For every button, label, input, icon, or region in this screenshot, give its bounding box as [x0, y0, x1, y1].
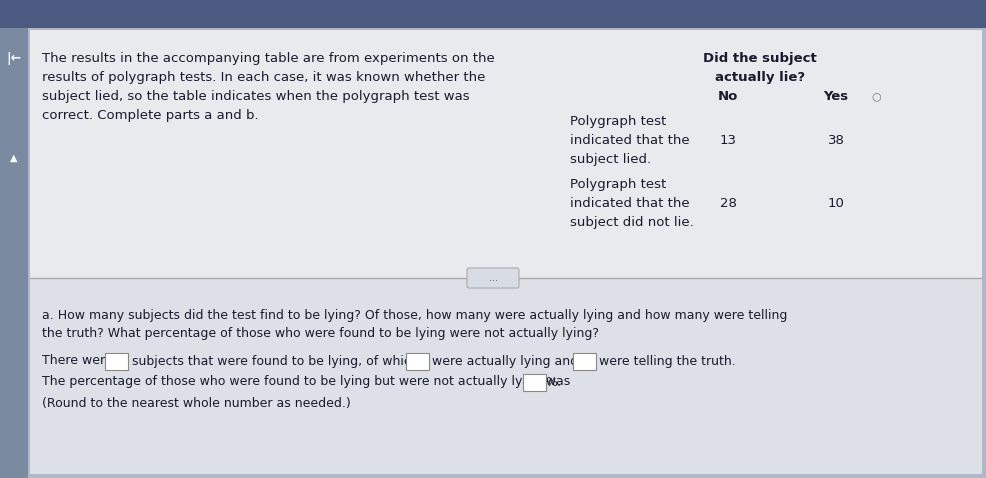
Text: Did the subject: Did the subject — [703, 52, 816, 65]
Text: results of polygraph tests. In each case, it was known whether the: results of polygraph tests. In each case… — [42, 70, 485, 84]
Text: were telling the truth.: were telling the truth. — [596, 355, 736, 368]
Text: (Round to the nearest whole number as needed.): (Round to the nearest whole number as ne… — [42, 396, 351, 410]
Text: indicated that the: indicated that the — [570, 196, 689, 209]
Text: The percentage of those who were found to be lying but were not actually lying w: The percentage of those who were found t… — [42, 376, 574, 389]
Text: The results in the accompanying table are from experiments on the: The results in the accompanying table ar… — [42, 52, 495, 65]
Text: Yes: Yes — [823, 89, 849, 102]
Text: correct. Complete parts a and b.: correct. Complete parts a and b. — [42, 109, 258, 121]
Bar — [0, 0, 986, 28]
FancyBboxPatch shape — [573, 352, 596, 369]
Text: 13: 13 — [720, 133, 737, 146]
Bar — [30, 279, 982, 474]
Text: subject lied, so the table indicates when the polygraph test was: subject lied, so the table indicates whe… — [42, 89, 469, 102]
Text: subject did not lie.: subject did not lie. — [570, 216, 694, 228]
Text: a. How many subjects did the test find to be lying? Of those, how many were actu: a. How many subjects did the test find t… — [42, 309, 788, 323]
Bar — [30, 30, 982, 278]
Text: Polygraph test: Polygraph test — [570, 115, 667, 128]
Text: There were: There were — [42, 355, 116, 368]
Text: |←: |← — [7, 52, 22, 65]
Text: 10: 10 — [827, 196, 844, 209]
Text: actually lie?: actually lie? — [715, 70, 805, 84]
Text: No: No — [718, 89, 739, 102]
Text: 38: 38 — [827, 133, 844, 146]
Text: indicated that the: indicated that the — [570, 133, 689, 146]
Text: 28: 28 — [720, 196, 737, 209]
Text: subjects that were found to be lying, of which: subjects that were found to be lying, of… — [128, 355, 423, 368]
FancyBboxPatch shape — [467, 268, 519, 288]
FancyBboxPatch shape — [523, 373, 546, 391]
Text: ...: ... — [488, 273, 498, 283]
Bar — [0, 28, 28, 478]
FancyBboxPatch shape — [405, 352, 429, 369]
Text: Polygraph test: Polygraph test — [570, 177, 667, 191]
Text: were actually lying and: were actually lying and — [428, 355, 583, 368]
FancyBboxPatch shape — [106, 352, 128, 369]
Text: ▲: ▲ — [10, 153, 18, 163]
Text: %.: %. — [545, 376, 561, 389]
Text: subject lied.: subject lied. — [570, 152, 651, 165]
Text: the truth? What percentage of those who were found to be lying were not actually: the truth? What percentage of those who … — [42, 327, 599, 340]
Text: ○: ○ — [871, 91, 880, 101]
